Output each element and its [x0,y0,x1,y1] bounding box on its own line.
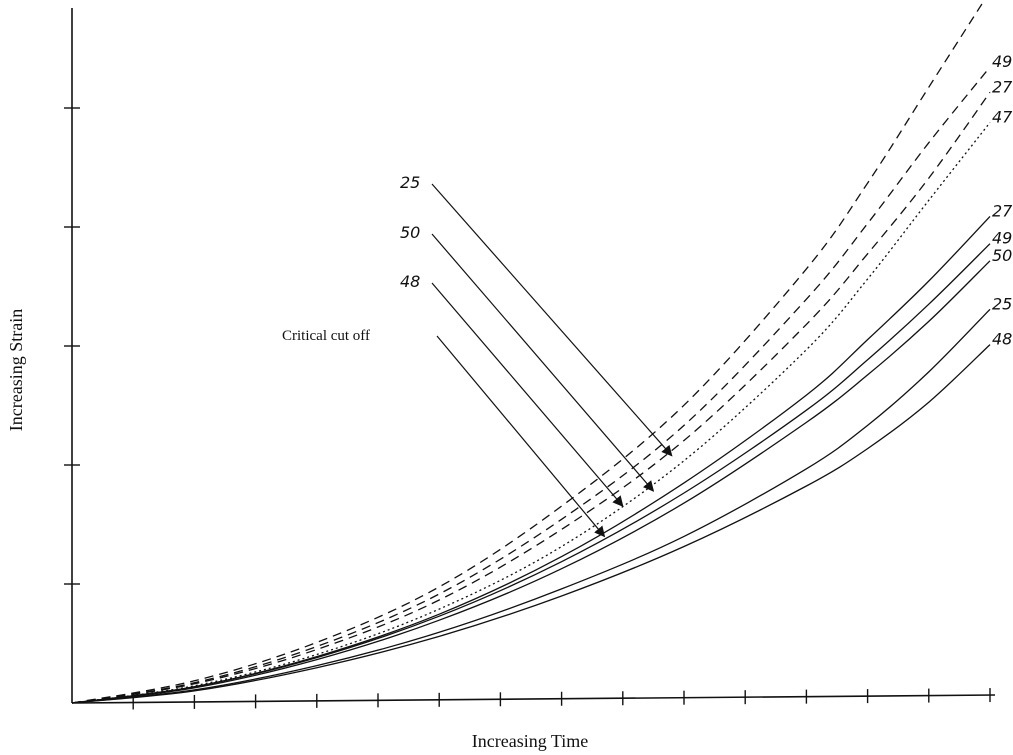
series-line-27-dashed [71,91,991,704]
annotation-arrow-2 [431,233,655,492]
series-end-labels: 474927472749502548 [992,52,1013,349]
annotation-label-1: 25 [400,173,420,192]
series-label-49: 49 [992,52,1012,71]
annotation-arrow-1 [431,183,673,457]
series-label-49: 49 [992,229,1012,248]
y-axis-title: Increasing Strain [6,309,26,431]
annotation-label-3: 48 [400,272,420,291]
series-label-27: 27 [992,201,1013,220]
x-axis-title: Increasing Time [472,731,589,751]
series-label-50: 50 [992,246,1012,265]
series-line-47-dotted [71,122,991,704]
curves [71,0,991,704]
ticks [64,107,991,710]
series-line-49-solid [71,243,991,704]
series-label-47: 47 [992,108,1013,127]
series-line-50-solid [71,260,991,704]
series-line-47-dashed [71,0,986,704]
series-label-48: 48 [992,330,1012,349]
annotation-label-4: Critical cut off [282,328,370,344]
series-line-48-solid [71,344,991,704]
series-line-49-dashed [71,66,991,704]
series-label-27: 27 [992,77,1013,96]
x-axis [71,694,996,704]
annotations: 25 50 48 Critical cut off [282,173,673,538]
series-line-25-solid [71,308,991,704]
annotation-label-2: 50 [400,223,420,242]
series-label-25: 25 [992,294,1012,313]
annotation-arrow-3 [431,282,624,507]
annotation-arrow-4 [436,335,606,538]
axes [71,8,996,704]
